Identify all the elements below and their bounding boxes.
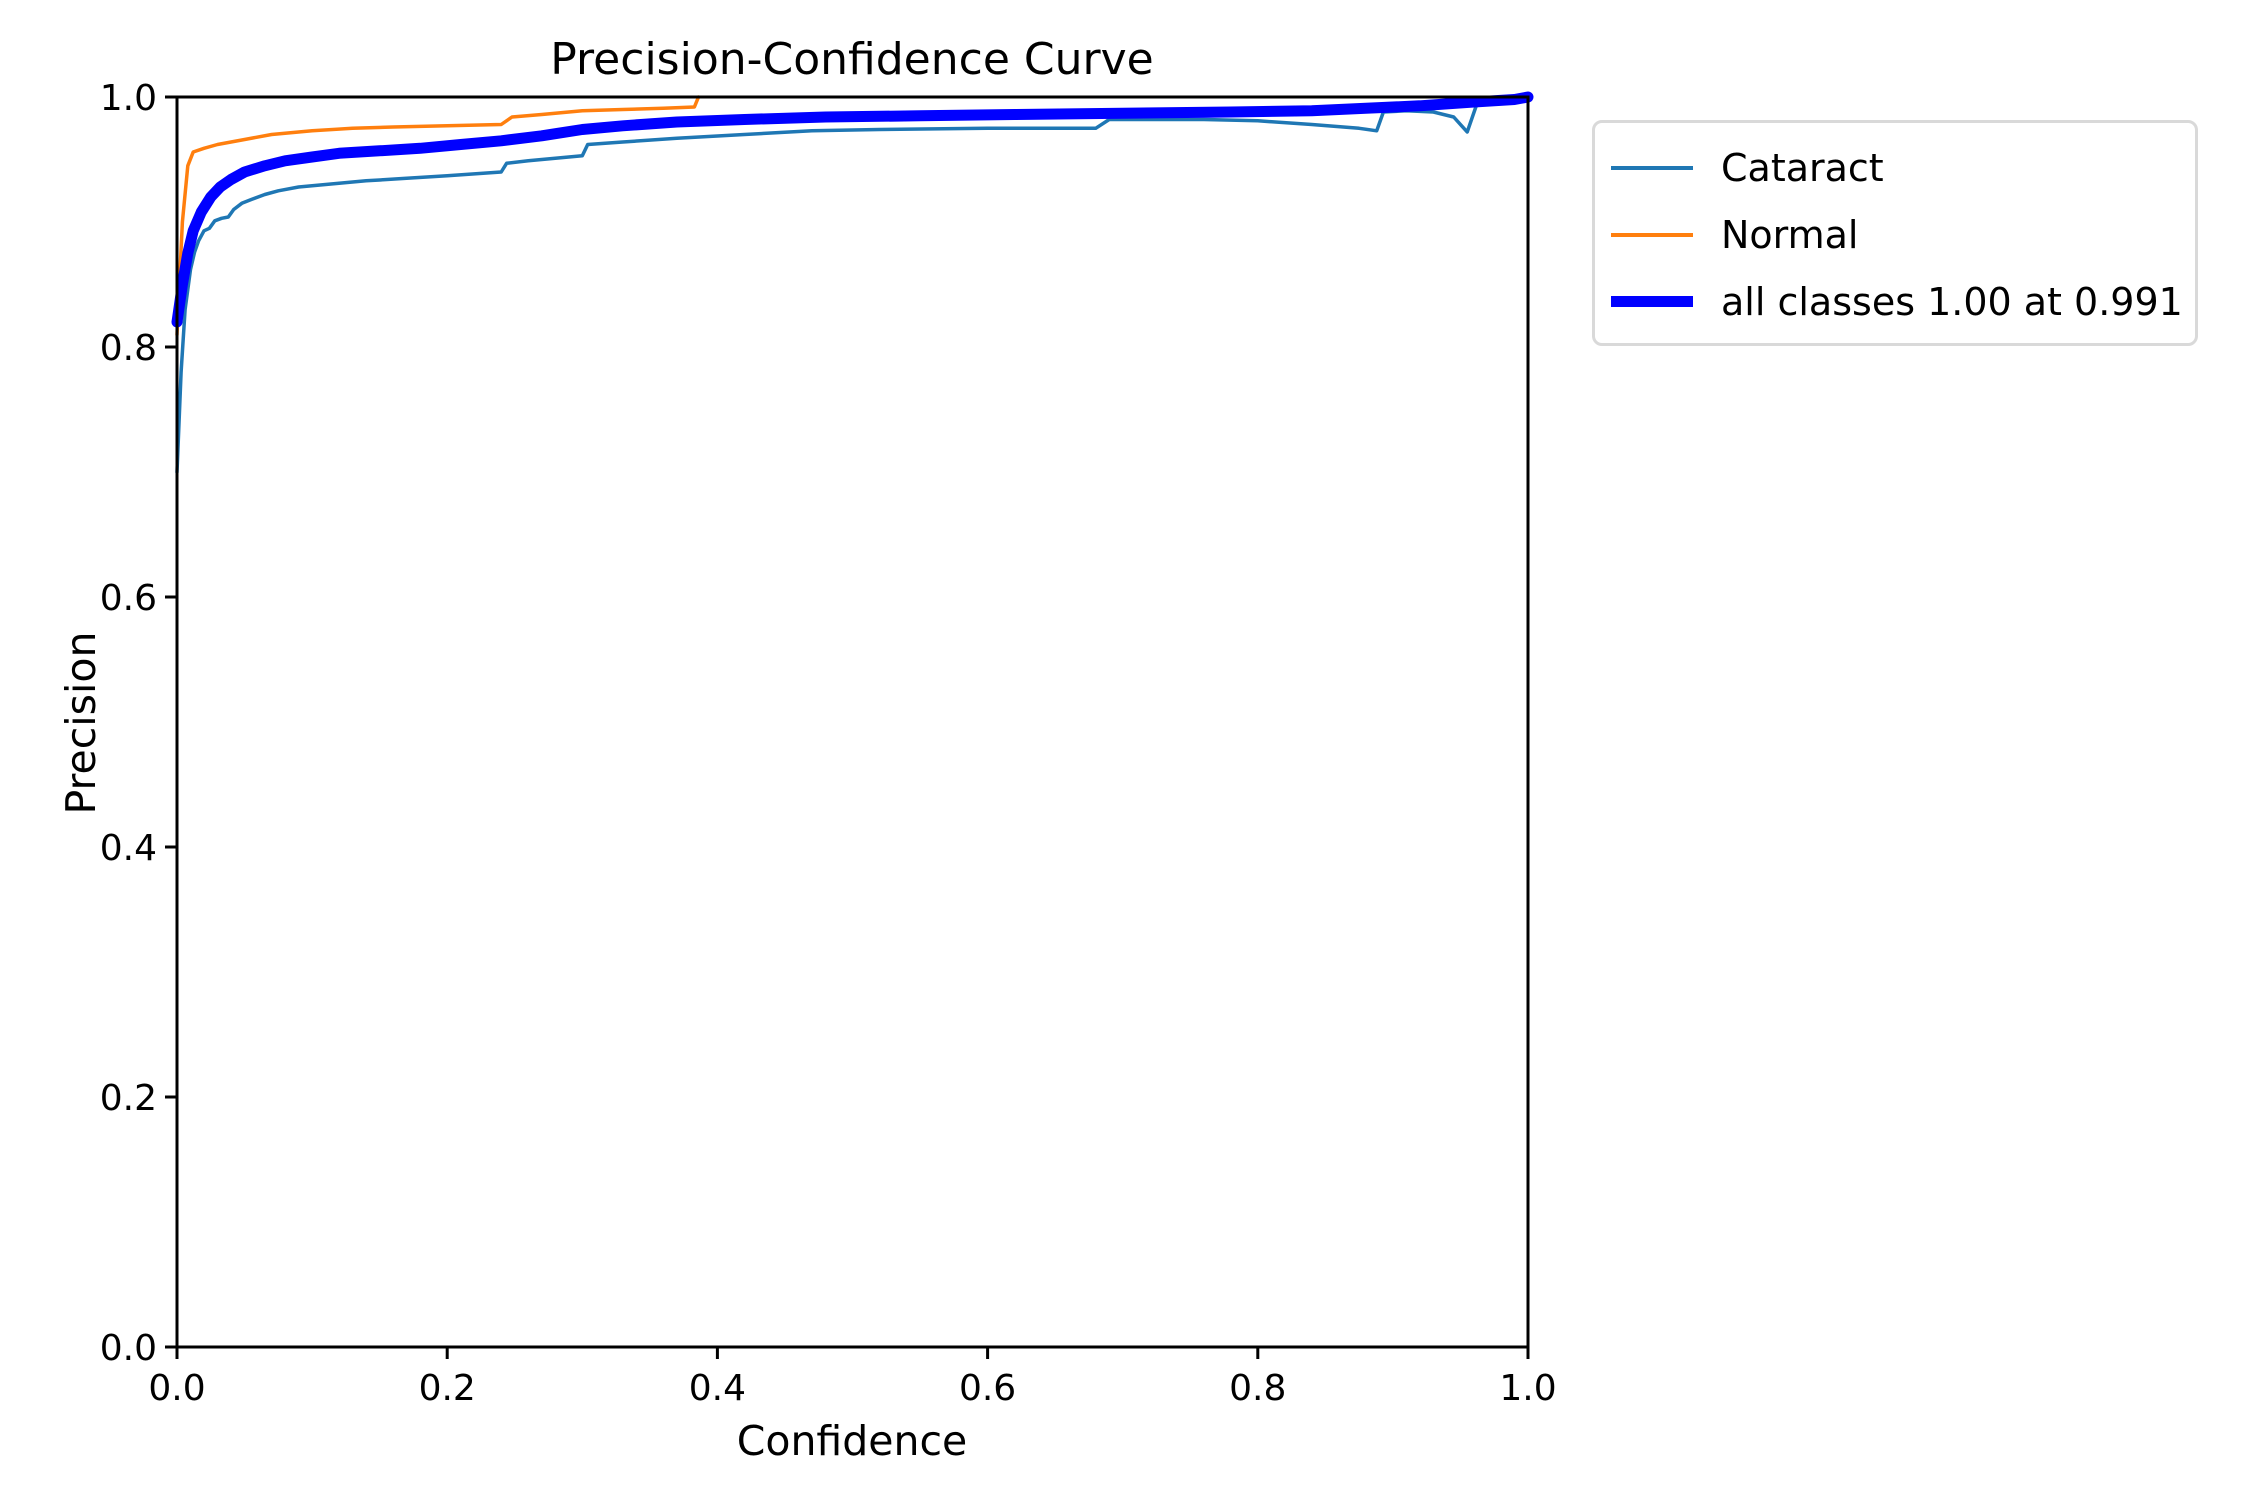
x-axis-label: Confidence	[737, 1417, 968, 1465]
y-tick-label: 0.6	[100, 578, 157, 619]
axes-layer: 0.0 0.2 0.4 0.6 0.8 1.0 0.0 0.2 0.4 0.6 0.8 1.0	[100, 78, 1557, 1409]
x-tick-label: 0.0	[148, 1368, 205, 1409]
y-tick-label: 0.4	[100, 828, 157, 869]
legend: Cataract Normal all classes 1.00 at 0.991	[1592, 120, 2198, 346]
legend-item-cataract: Cataract	[1595, 134, 2195, 201]
chart-title: Precision-Confidence Curve	[550, 34, 1153, 85]
y-tick-label: 1.0	[100, 78, 157, 119]
y-tick-label: 0.2	[100, 1078, 157, 1119]
x-tick-label: 0.2	[419, 1368, 476, 1409]
axes-spines	[175, 95, 1530, 1349]
y-axis-label: Precision	[57, 632, 105, 815]
x-tick-label: 0.8	[1229, 1368, 1286, 1409]
curve-all-classes	[171, 91, 1534, 328]
legend-label: Normal	[1721, 212, 1859, 257]
legend-line-sample	[1611, 232, 1693, 237]
legend-line-sample	[1611, 165, 1693, 170]
y-tick-label: 0.0	[100, 1328, 157, 1369]
y-tick-label: 0.8	[100, 328, 157, 369]
series-layer	[171, 91, 1534, 474]
legend-item-normal: Normal	[1595, 201, 2195, 268]
x-tick-label: 0.6	[959, 1368, 1016, 1409]
x-tick-label: 0.4	[689, 1368, 746, 1409]
legend-line-sample	[1611, 296, 1693, 307]
legend-label: all classes 1.00 at 0.991	[1721, 279, 2183, 324]
curve-cataract	[175, 95, 1530, 474]
x-tick-label: 1.0	[1499, 1368, 1556, 1409]
legend-label: Cataract	[1721, 145, 1884, 190]
curve-normal	[175, 95, 701, 337]
legend-item-all-classes: all classes 1.00 at 0.991	[1595, 268, 2195, 335]
